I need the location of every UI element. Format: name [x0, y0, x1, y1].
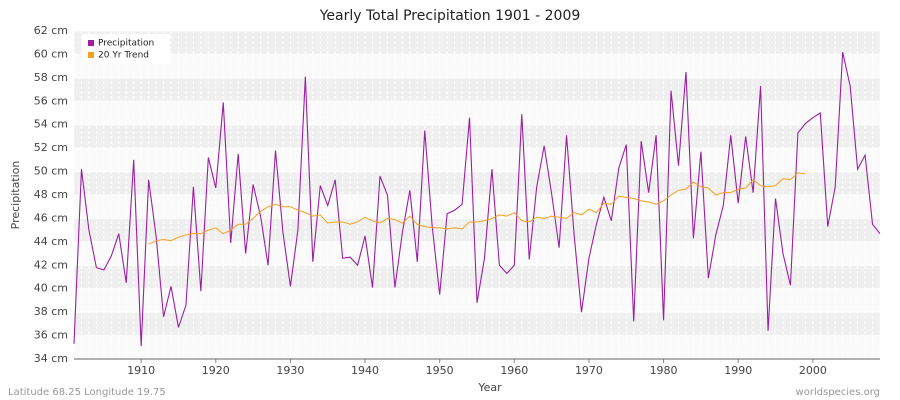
y-tick-label: 36 cm	[34, 329, 68, 342]
y-tick-label: 44 cm	[34, 235, 68, 248]
x-tick-label: 1930	[276, 364, 304, 377]
x-tick-label: 1950	[426, 364, 454, 377]
footer-right: worldspecies.org	[796, 387, 880, 398]
y-tick-label: 42 cm	[34, 258, 68, 271]
legend-label: Precipitation	[98, 39, 154, 49]
legend-swatch	[88, 40, 94, 46]
legend-swatch	[88, 52, 94, 58]
series-line	[73, 51, 881, 347]
y-axis-label: Precipitation	[9, 161, 22, 230]
chart-title: Yearly Total Precipitation 1901 - 2009	[319, 8, 581, 24]
x-tick-label: 1920	[202, 364, 230, 377]
x-tick-label: 1910	[127, 364, 155, 377]
x-tick-label: 1980	[650, 364, 678, 377]
y-tick-label: 34 cm	[34, 352, 68, 365]
y-tick-label: 54 cm	[34, 118, 68, 131]
y-tick-label: 46 cm	[34, 211, 68, 224]
x-tick-label: 1940	[351, 364, 379, 377]
legend-box	[82, 34, 170, 64]
legend-label: 20 Yr Trend	[98, 51, 149, 61]
footer-left: Latitude 68.25 Longitude 19.75	[8, 387, 166, 398]
y-tick-label: 58 cm	[34, 71, 68, 84]
y-tick-label: 62 cm	[34, 24, 68, 37]
y-tick-label: 50 cm	[34, 165, 68, 178]
x-tick-label: 1960	[500, 364, 528, 377]
x-axis-label: Year	[477, 381, 502, 394]
x-tick-label: 1990	[724, 364, 752, 377]
series-line	[148, 172, 806, 245]
x-tick-label: 1970	[575, 364, 603, 377]
y-tick-label: 56 cm	[34, 94, 68, 107]
x-tick-label: 2000	[799, 364, 827, 377]
y-tick-label: 48 cm	[34, 188, 68, 201]
y-tick-label: 38 cm	[34, 305, 68, 318]
y-tick-label: 60 cm	[34, 47, 68, 60]
y-tick-label: 40 cm	[34, 282, 68, 295]
y-tick-label: 52 cm	[34, 141, 68, 154]
